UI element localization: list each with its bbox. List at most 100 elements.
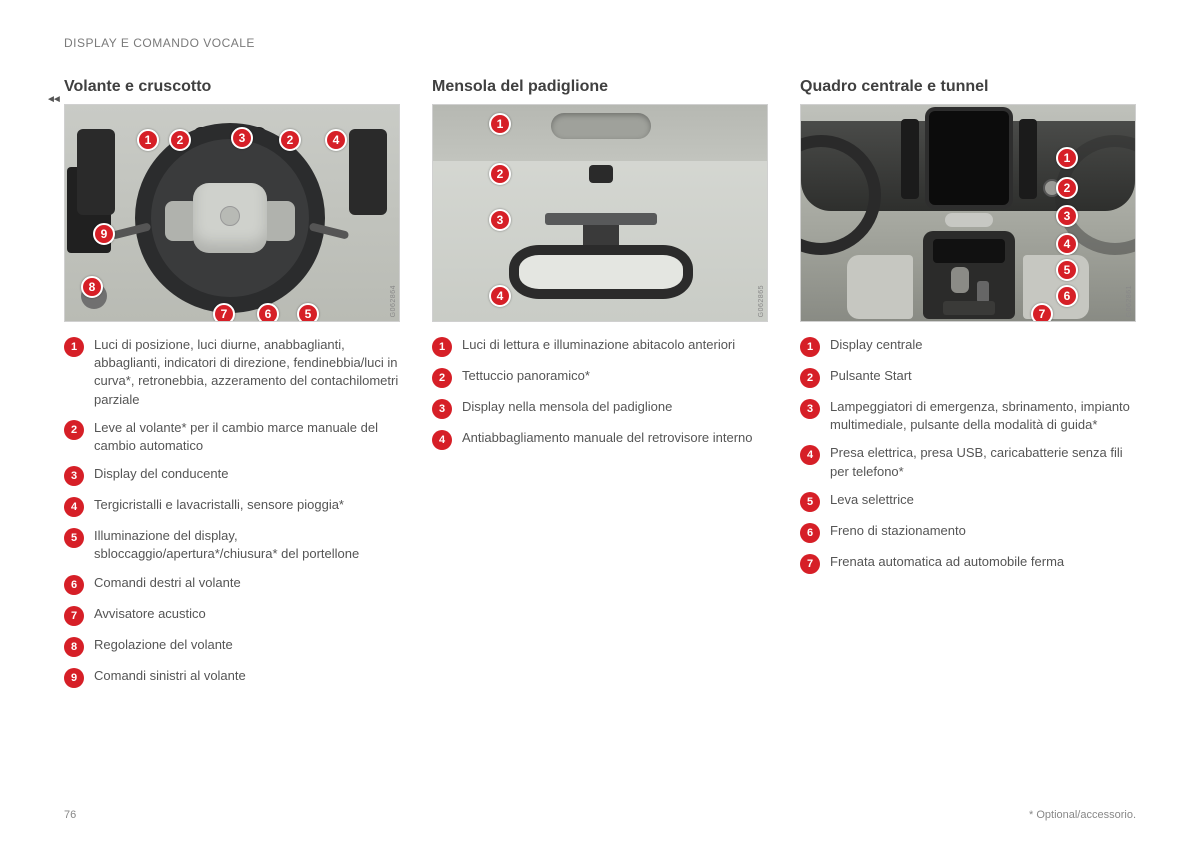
item-list: 1 Display centrale 2 Pulsante Start 3 Lampegg… [800, 336, 1136, 574]
list-item-text: Lampeggiatori di emergenza, sbrinamento,… [830, 398, 1136, 434]
list-item-text: Display del conducente [94, 465, 228, 483]
list-item-text: Avvisatore acustico [94, 605, 206, 623]
list-item: 3 Display nella mensola del padiglione [432, 398, 768, 419]
list-item-text: Pulsante Start [830, 367, 912, 385]
callout-marker: 2 [169, 129, 191, 151]
page-number: 76 [64, 809, 76, 821]
diagram-bg [433, 105, 767, 321]
continuation-marker: ◄◄ [46, 94, 58, 105]
list-bullet: 3 [432, 399, 452, 419]
list-item-text: Presa elettrica, presa USB, caricabatter… [830, 444, 1136, 480]
image-code: G062864 [390, 285, 397, 317]
list-bullet: 9 [64, 668, 84, 688]
list-item-text: Leva selettrice [830, 491, 914, 509]
list-item: 2Tettuccio panoramico* [432, 367, 768, 388]
callout-marker: 1 [137, 129, 159, 151]
list-bullet: 3 [64, 466, 84, 486]
list-item-text: Luci di posizione, luci diurne, anabbagl… [94, 336, 400, 409]
list-item: 6 Comandi destri al volante [64, 574, 400, 595]
list-item: 2 Pulsante Start [800, 367, 1136, 388]
callout-marker: 3 [231, 127, 253, 149]
list-item: 5 Leva selettrice [800, 491, 1136, 512]
list-bullet: 2 [800, 368, 820, 388]
list-item: 3 Lampeggiatori di emergenza, sbrinamento… [800, 398, 1136, 434]
list-item: 1 Luci di posizione, luci diurne, anabbag… [64, 336, 400, 409]
list-item-text: Freno di stazionamento [830, 522, 966, 540]
list-item-text: Leve al volante* per il cambio marce man… [94, 419, 400, 455]
callout-marker: 1 [489, 113, 511, 135]
list-bullet: 7 [64, 606, 84, 626]
list-item: 7 Avvisatore acustico [64, 605, 400, 626]
list-bullet: 6 [800, 523, 820, 543]
callout-marker: 7 [1031, 303, 1053, 322]
list-bullet: 5 [64, 528, 84, 548]
list-item-text: Display nella mensola del padiglione [462, 398, 672, 416]
list-item: 1 Display centrale [800, 336, 1136, 357]
list-item: 3 Display del conducente [64, 465, 400, 486]
column-steering: Volante e cruscotto 1232498765 G062864 1… [64, 78, 400, 698]
list-bullet: 5 [800, 492, 820, 512]
list-item: 4 Antiabbagliamento manuale del retroviso… [432, 429, 768, 450]
callout-marker: 1 [1056, 147, 1078, 169]
list-bullet: 1 [800, 337, 820, 357]
list-item: 1 Luci di lettura e illuminazione abitaco… [432, 336, 768, 357]
callout-marker: 2 [489, 163, 511, 185]
callout-marker: 9 [93, 223, 115, 245]
list-item-text: Frenata automatica ad automobile ferma [830, 553, 1064, 571]
list-item: 7 Frenata automatica ad automobile ferma [800, 553, 1136, 574]
list-bullet: 1 [64, 337, 84, 357]
list-item: 6 Freno di stazionamento [800, 522, 1136, 543]
list-item-text: Comandi destri al volante [94, 574, 241, 592]
callout-marker: 8 [81, 276, 103, 298]
list-bullet: 6 [64, 575, 84, 595]
list-item: 4 Presa elettrica, presa USB, caricabatte… [800, 444, 1136, 480]
list-bullet: 4 [432, 430, 452, 450]
footnote: * Optional/accessorio. [1029, 809, 1136, 821]
callout-marker: 4 [489, 285, 511, 307]
callout-marker: 6 [1056, 285, 1078, 307]
columns-wrap: Volante e cruscotto 1232498765 G062864 1… [64, 78, 1136, 698]
column-overhead: Mensola del padiglione 1 2 3 4 G062865 1 Luc… [432, 78, 768, 698]
callout-marker: 2 [279, 129, 301, 151]
list-item: 5 Illuminazione del display, sbloccaggio/… [64, 527, 400, 563]
list-item: 9Comandi sinistri al volante [64, 667, 400, 688]
list-item: 2 Leve al volante* per il cambio marce ma… [64, 419, 400, 455]
column-center-console: Quadro centrale e tunnel 1234567 G062861… [800, 78, 1136, 698]
list-bullet: 1 [432, 337, 452, 357]
callout-marker: 3 [1056, 205, 1078, 227]
list-bullet: 2 [64, 420, 84, 440]
list-item-text: Luci di lettura e illuminazione abitacol… [462, 336, 735, 354]
item-list: 1 Luci di posizione, luci diurne, anabbag… [64, 336, 400, 688]
callout-marker: 4 [325, 129, 347, 151]
list-bullet: 8 [64, 637, 84, 657]
column-title: Volante e cruscotto [64, 78, 400, 96]
callout-marker: 7 [213, 303, 235, 322]
column-title: Mensola del padiglione [432, 78, 768, 96]
list-item-text: Illuminazione del display, sbloccaggio/a… [94, 527, 400, 563]
list-item-text: Tettuccio panoramico* [462, 367, 590, 385]
callout-marker: 5 [1056, 259, 1078, 281]
list-item-text: Antiabbagliamento manuale del retrovisor… [462, 429, 753, 447]
list-item-text: Regolazione del volante [94, 636, 233, 654]
list-item-text: Tergicristalli e lavacristalli, sensore … [94, 496, 344, 514]
callout-marker: 2 [1056, 177, 1078, 199]
column-title: Quadro centrale e tunnel [800, 78, 1136, 96]
image-code: G062865 [758, 285, 765, 317]
list-item-text: Display centrale [830, 336, 923, 354]
callout-marker: 4 [1056, 233, 1078, 255]
section-header: DISPLAY E COMANDO VOCALE [64, 36, 1136, 50]
page: DISPLAY E COMANDO VOCALE ◄◄ Volante e cr… [0, 0, 1200, 845]
item-list: 1 Luci di lettura e illuminazione abitaco… [432, 336, 768, 450]
list-item: 4 Tergicristalli e lavacristalli, sensore… [64, 496, 400, 517]
callout-marker: 3 [489, 209, 511, 231]
list-bullet: 3 [800, 399, 820, 419]
list-bullet: 4 [800, 445, 820, 465]
callout-marker: 6 [257, 303, 279, 322]
diagram-bg [801, 105, 1135, 321]
list-bullet: 4 [64, 497, 84, 517]
diagram-center-console: 1 2 3 4 5 67 G062861 [800, 104, 1136, 322]
callout-marker: 5 [297, 303, 319, 322]
list-bullet: 7 [800, 554, 820, 574]
list-item: 8 Regolazione del volante [64, 636, 400, 657]
image-code: G062861 [1126, 285, 1133, 317]
